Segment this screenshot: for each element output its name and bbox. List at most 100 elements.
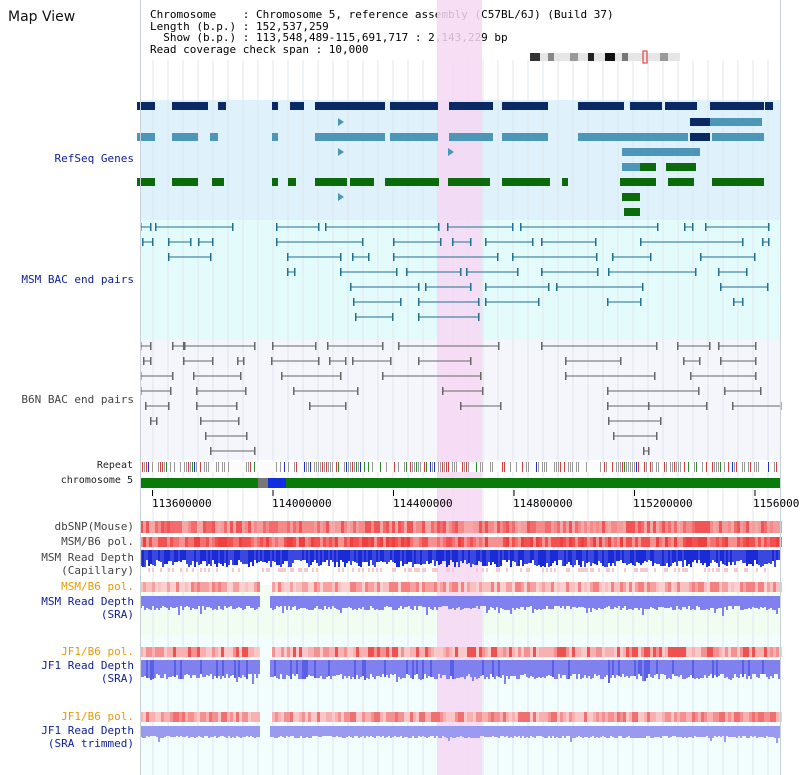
dbsnp-cell: [656, 521, 659, 533]
msm-b6-pol-cell: [593, 537, 596, 547]
jf1-depth-bar: [436, 660, 438, 679]
msm-depth-sra-bar: [426, 596, 428, 615]
msm-depth-sra-bar: [382, 596, 384, 610]
msm-b6-pol-sra-cell: [356, 582, 359, 592]
msm-depth-sra-bar: [728, 596, 730, 606]
msm-b6-pol-cell: [683, 537, 686, 547]
msm-depth-cap-bar: [324, 550, 326, 562]
jf1-depth-trim-bar: [386, 726, 388, 737]
jf1-depth-bar: [636, 660, 638, 679]
repeat-element: [330, 462, 331, 472]
jf1-depth-trim-bar: [346, 726, 348, 737]
jf1-depth-bar: [484, 660, 486, 679]
axis-tick-label: 114800000: [513, 497, 573, 510]
jf1-depth-trim-bar: [166, 726, 168, 736]
dbsnp-cell: [410, 521, 413, 533]
msm-depth-sra-bar: [352, 596, 354, 610]
msm-depth-sra-bar: [742, 596, 744, 610]
jf1-b6-pol-cell: [581, 647, 584, 657]
msm-b6-pol-cell: [419, 537, 422, 547]
msm-depth-cap-bar: [298, 550, 300, 560]
repeat-element: [650, 462, 651, 472]
msm-depth-cap-low: [554, 568, 556, 572]
msm-b6-pol-sra-cell: [332, 582, 335, 592]
jf1-b6-pol-trim-cell: [584, 712, 587, 722]
jf1-depth-bar: [640, 660, 642, 676]
msm-depth-sra-bar: [748, 596, 750, 608]
jf1-b6-pol-trim-cell: [734, 712, 737, 722]
track-label-b6n-bac[interactable]: B6N BAC end pairs: [21, 393, 134, 406]
jf1-b6-pol-cell: [503, 647, 506, 657]
msm-depth-sra-bar: [168, 596, 170, 610]
repeat-element: [510, 462, 511, 472]
msm-depth-cap-bar: [702, 550, 704, 565]
msm-b6-pol-cell: [380, 537, 383, 547]
jf1-depth-bar: [628, 660, 630, 678]
dbsnp-cell: [320, 521, 323, 533]
axis-tick: [513, 490, 515, 496]
jf1-depth-trim-bar: [170, 726, 172, 737]
track-label-jf1-depth: JF1 Read Depth: [41, 659, 134, 672]
dbsnp-cell: [164, 521, 167, 533]
msm-b6-pol-cell: [146, 537, 149, 547]
msm-b6-pol-cell: [359, 537, 362, 547]
msm-depth-sra-bar: [176, 596, 178, 607]
msm-depth-sra-bar: [630, 596, 632, 609]
msm-b6-pol-cell: [263, 537, 266, 547]
jf1-b6-pol-cell: [383, 647, 386, 657]
msm-depth-cap-low: [358, 568, 360, 572]
msm-depth-cap-low: [476, 568, 478, 572]
jf1-depth-bar: [448, 660, 450, 679]
msm-depth-cap-low: [704, 568, 706, 572]
msm-depth-sra-bar: [612, 596, 614, 609]
msm-depth-sra-bar: [746, 596, 748, 609]
msm-b6-pol-sra-cell: [515, 582, 518, 592]
msm-depth-sra-bar: [384, 596, 386, 607]
b6n-bac-pair-end: [243, 357, 245, 365]
msm-depth-cap-bar: [578, 550, 580, 565]
track-label-refseq[interactable]: RefSeq Genes: [54, 152, 134, 165]
msm-b6-pol-cell: [632, 537, 635, 547]
msm-b6-pol-cell: [521, 537, 524, 547]
jf1-depth-trim-bar: [356, 726, 358, 736]
jf1-depth-bar: [298, 660, 300, 679]
jf1-depth-bar: [496, 660, 498, 676]
jf1-b6-pol-cell: [488, 647, 491, 657]
jf1-depth-bar: [610, 660, 612, 678]
msm-depth-sra-bar: [592, 596, 594, 608]
jf1-depth-bar: [346, 660, 348, 678]
jf1-b6-pol-trim-cell: [425, 712, 428, 722]
msm-depth-cap-bar: [294, 550, 296, 560]
jf1-depth-bar: [490, 660, 492, 674]
dbsnp-cell: [167, 521, 170, 533]
axis-tick: [393, 490, 394, 496]
msm-depth-sra-bar: [288, 596, 290, 606]
jf1-depth-trim-bar: [694, 726, 696, 736]
msm-b6-pol-sra-cell: [287, 582, 290, 592]
jf1-b6-pol-trim-cell: [158, 712, 161, 722]
b6n-bac-pair-end: [345, 402, 347, 410]
track-label-msm-bac[interactable]: MSM BAC end pairs: [21, 273, 134, 286]
msm-depth-cap-bar: [626, 550, 628, 565]
jf1-b6-pol-cell: [395, 647, 398, 657]
jf1-depth-trim-bar: [364, 726, 366, 738]
msm-b6-pol-sra-cell: [239, 582, 242, 592]
dbsnp-cell: [191, 521, 194, 533]
jf1-depth-trim-bar: [496, 726, 498, 737]
jf1-b6-pol-cell: [350, 647, 353, 657]
msm-bac-pair-end: [142, 238, 144, 246]
msm-depth-cap-low: [376, 568, 378, 572]
msm-depth-cap-bar: [402, 550, 404, 566]
msm-depth-sra-bar: [322, 596, 324, 610]
jf1-depth-bar: [406, 660, 408, 674]
b6n-bac-pair-end: [677, 342, 679, 350]
jf1-b6-pol-cell: [506, 647, 509, 657]
jf1-depth-bar: [402, 660, 404, 678]
jf1-depth-trim-bar: [668, 726, 670, 738]
jf1-depth-bar: [396, 660, 398, 682]
jf1-b6-pol-cell: [674, 647, 677, 657]
msm-depth-cap-bar: [364, 550, 366, 562]
jf1-b6-pol-trim-cell: [674, 712, 677, 722]
msm-bac-pair-end: [294, 268, 296, 276]
